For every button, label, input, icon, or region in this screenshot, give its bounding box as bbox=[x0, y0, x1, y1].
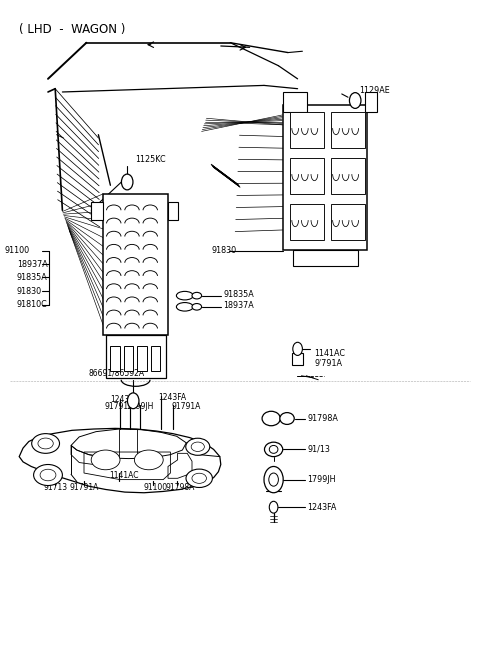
Bar bbox=[365, 92, 377, 112]
Text: 1799JH: 1799JH bbox=[126, 402, 153, 411]
Bar bbox=[283, 92, 307, 112]
Text: 91/13: 91/13 bbox=[307, 445, 330, 454]
Text: 91830: 91830 bbox=[211, 246, 236, 256]
Text: 9'791A: 9'791A bbox=[314, 359, 342, 368]
Circle shape bbox=[293, 342, 302, 355]
Ellipse shape bbox=[191, 442, 204, 451]
Ellipse shape bbox=[32, 434, 60, 453]
Ellipse shape bbox=[186, 469, 212, 487]
Ellipse shape bbox=[262, 411, 280, 426]
Text: 91791A: 91791A bbox=[105, 402, 134, 411]
Text: 91713: 91713 bbox=[43, 483, 67, 492]
Ellipse shape bbox=[134, 450, 163, 470]
Text: 18937A: 18937A bbox=[17, 260, 48, 269]
Text: 91830: 91830 bbox=[17, 286, 42, 296]
Ellipse shape bbox=[264, 442, 283, 457]
Ellipse shape bbox=[192, 473, 206, 484]
Bar bbox=[124, 346, 133, 371]
Ellipse shape bbox=[177, 292, 193, 300]
Bar bbox=[103, 194, 168, 335]
Bar bbox=[292, 353, 303, 365]
Circle shape bbox=[127, 393, 139, 409]
Text: 1243FA: 1243FA bbox=[307, 503, 336, 512]
Circle shape bbox=[269, 473, 278, 486]
Ellipse shape bbox=[38, 438, 53, 449]
Text: 91835A: 91835A bbox=[17, 273, 48, 282]
Text: ( LHD  -  WAGON ): ( LHD - WAGON ) bbox=[19, 23, 126, 36]
Ellipse shape bbox=[186, 438, 210, 455]
Ellipse shape bbox=[34, 464, 62, 486]
Text: 86691/86592A: 86691/86592A bbox=[89, 368, 145, 377]
Bar bbox=[331, 112, 365, 148]
Text: 91100: 91100 bbox=[143, 483, 167, 492]
Text: 1129AE: 1129AE bbox=[359, 86, 390, 95]
Circle shape bbox=[349, 93, 361, 108]
Ellipse shape bbox=[91, 450, 120, 470]
Circle shape bbox=[121, 174, 133, 190]
Bar bbox=[91, 202, 103, 220]
Text: 91798A: 91798A bbox=[307, 414, 338, 423]
Text: 1141AC: 1141AC bbox=[314, 349, 346, 358]
Text: 1125KC: 1125KC bbox=[135, 155, 166, 164]
Text: 91798A: 91798A bbox=[166, 483, 195, 492]
Bar bbox=[137, 346, 147, 371]
Circle shape bbox=[264, 466, 283, 493]
Text: 91100: 91100 bbox=[5, 246, 30, 256]
Text: 1141AC: 1141AC bbox=[109, 471, 139, 480]
Bar bbox=[110, 346, 120, 371]
Bar bbox=[331, 158, 365, 194]
Text: 91835A: 91835A bbox=[223, 290, 254, 299]
Text: 91791A: 91791A bbox=[172, 402, 201, 411]
Text: 1799JH: 1799JH bbox=[307, 475, 336, 484]
Bar bbox=[106, 335, 166, 378]
Bar bbox=[293, 250, 358, 266]
Bar bbox=[151, 346, 160, 371]
Bar bbox=[331, 204, 365, 240]
Bar bbox=[168, 202, 178, 220]
Bar bbox=[290, 204, 324, 240]
Ellipse shape bbox=[40, 469, 56, 481]
Text: 91810C: 91810C bbox=[17, 300, 48, 309]
Bar bbox=[283, 105, 367, 250]
Ellipse shape bbox=[177, 302, 193, 311]
Ellipse shape bbox=[192, 304, 202, 310]
Text: 1243FA: 1243FA bbox=[158, 393, 187, 402]
Text: 91791A: 91791A bbox=[70, 483, 99, 492]
Ellipse shape bbox=[269, 445, 278, 453]
Text: 1243FA: 1243FA bbox=[110, 395, 139, 404]
Bar bbox=[290, 112, 324, 148]
Circle shape bbox=[269, 501, 278, 513]
Ellipse shape bbox=[280, 413, 294, 424]
Bar bbox=[290, 158, 324, 194]
Ellipse shape bbox=[192, 292, 202, 299]
Text: 18937A: 18937A bbox=[223, 301, 254, 310]
